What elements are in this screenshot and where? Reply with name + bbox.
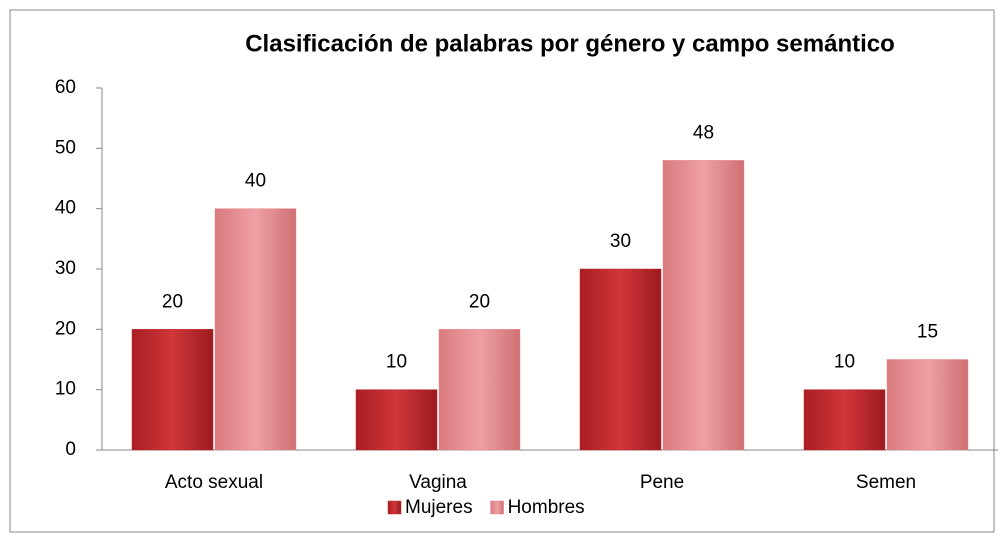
x-tick-label: Semen: [856, 472, 916, 493]
bar: [662, 160, 745, 451]
data-label: 10: [386, 352, 407, 373]
data-label: 20: [162, 291, 183, 312]
legend-swatch: [490, 500, 504, 515]
chart-title: Clasificación de palabras por género y c…: [245, 30, 895, 57]
bar: [438, 329, 521, 451]
y-tick-label: 10: [55, 379, 76, 400]
y-tick-label: 20: [55, 318, 76, 339]
data-label: 30: [610, 231, 631, 252]
legend-label: Hombres: [508, 497, 585, 518]
y-tick-label: 30: [55, 258, 76, 279]
bar: [579, 268, 662, 451]
legend-label: Mujeres: [405, 497, 473, 518]
data-label: 48: [693, 122, 714, 143]
x-tick-label: Pene: [640, 472, 684, 493]
x-tick-label: Vagina: [409, 472, 467, 493]
y-tick-label: 40: [55, 198, 76, 219]
data-label: 20: [469, 291, 490, 312]
y-tick-label: 50: [55, 137, 76, 158]
data-label: 10: [834, 352, 855, 373]
x-tick-label: Acto sexual: [165, 472, 263, 493]
legend-swatch: [387, 500, 402, 515]
bar: [131, 329, 214, 451]
bar: [355, 389, 438, 451]
data-label: 40: [245, 171, 266, 192]
y-tick-label: 60: [55, 77, 76, 98]
chart-border: [9, 9, 995, 533]
y-tick-label: 0: [65, 439, 76, 460]
bar: [886, 359, 969, 451]
bar: [214, 208, 297, 451]
data-label: 15: [917, 322, 938, 343]
bar: [803, 389, 886, 451]
